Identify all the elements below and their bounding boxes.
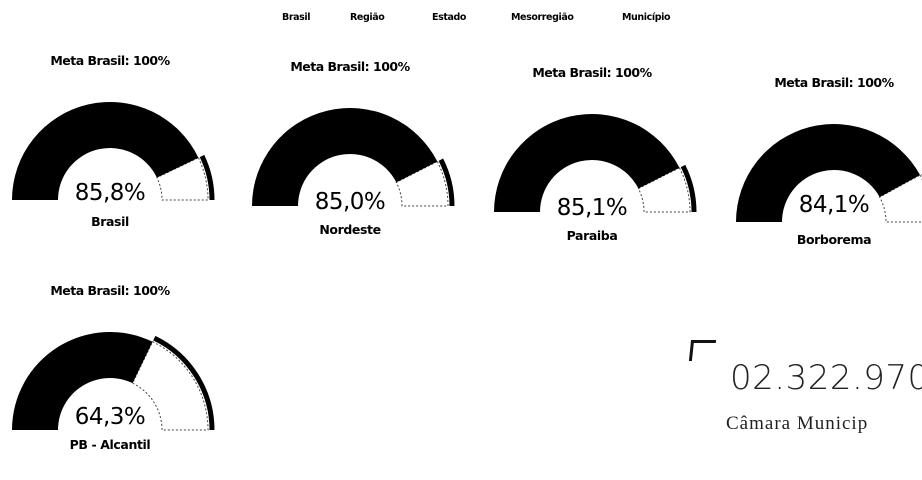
- gauge-remainder-arc: [878, 174, 922, 223]
- gauge-value-arc: [12, 101, 199, 200]
- gauge-dial: [494, 114, 697, 213]
- document-stamp: 02.322.970/ Câmara Municip: [688, 340, 922, 460]
- gauge-nordeste: Meta Brasil: 100% 85,0% Nordeste: [240, 56, 460, 256]
- tab-mesorregiao[interactable]: Mesorregião: [511, 12, 574, 23]
- gauge-value-arc: [494, 114, 680, 212]
- gauge-dial: [12, 332, 215, 431]
- gauge-paraiba: Meta Brasil: 100% 85,1% Paraiba: [482, 62, 702, 262]
- gauge-dial: [252, 108, 455, 207]
- gauge-value-arc: [736, 123, 921, 222]
- gauge-meta-label: Meta Brasil: 100%: [50, 283, 170, 298]
- gauge-meta-label: Meta Brasil: 100%: [532, 65, 652, 80]
- gauge-target-rim: [680, 164, 697, 213]
- gauge-target-rim: [438, 158, 455, 207]
- gauge-meta-label: Meta Brasil: 100%: [774, 75, 894, 90]
- gauge-dial: [12, 101, 215, 201]
- gauge-value-arc: [252, 108, 438, 206]
- gauge-meta-label: Meta Brasil: 100%: [50, 53, 170, 68]
- gauge-region-label: Nordeste: [319, 222, 381, 237]
- gauge-target-rim: [153, 335, 215, 431]
- gauge-region-label: Borborema: [796, 232, 872, 247]
- gauge-region-label: Brasil: [91, 214, 129, 229]
- tab-regiao[interactable]: Região: [350, 12, 385, 23]
- gauge-meta-label: Meta Brasil: 100%: [290, 59, 410, 74]
- gauge-value: 84,1%: [798, 192, 870, 218]
- gauge-value: 85,1%: [556, 195, 628, 221]
- gauge-value: 85,0%: [314, 189, 386, 215]
- stamp-corner-mark: [688, 340, 717, 361]
- gauge-region-label: Paraiba: [566, 228, 618, 243]
- gauge-dial: [736, 123, 922, 223]
- gauge-pb-alcantil: Meta Brasil: 100% 64,3% PB - Alcantil: [0, 280, 220, 480]
- gauge-remainder-arc: [395, 160, 449, 207]
- gauge-region-label: PB - Alcantil: [69, 437, 151, 452]
- stamp-organization: Câmara Municip: [726, 413, 869, 434]
- stamp-code: 02.322.970/: [730, 358, 922, 398]
- tab-brasil[interactable]: Brasil: [282, 12, 311, 23]
- gauge-value: 64,3%: [74, 404, 146, 430]
- gauge-borborema: Meta Brasil: 100% 84,1% Borborema: [724, 72, 922, 272]
- gauge-remainder-arc: [637, 167, 691, 213]
- tab-municipio[interactable]: Município: [622, 12, 671, 23]
- gauge-remainder-arc: [131, 341, 209, 431]
- gauge-value-arc: [12, 332, 153, 430]
- tab-estado[interactable]: Estado: [432, 12, 467, 23]
- region-level-tabs: Brasil Região Estado Mesorregião Municíp…: [0, 12, 922, 32]
- gauge-brasil: Meta Brasil: 100% 85,8% Brasil: [0, 50, 220, 250]
- gauge-target-rim: [199, 154, 215, 201]
- gauge-remainder-arc: [156, 157, 209, 201]
- gauge-value: 85,8%: [74, 180, 146, 206]
